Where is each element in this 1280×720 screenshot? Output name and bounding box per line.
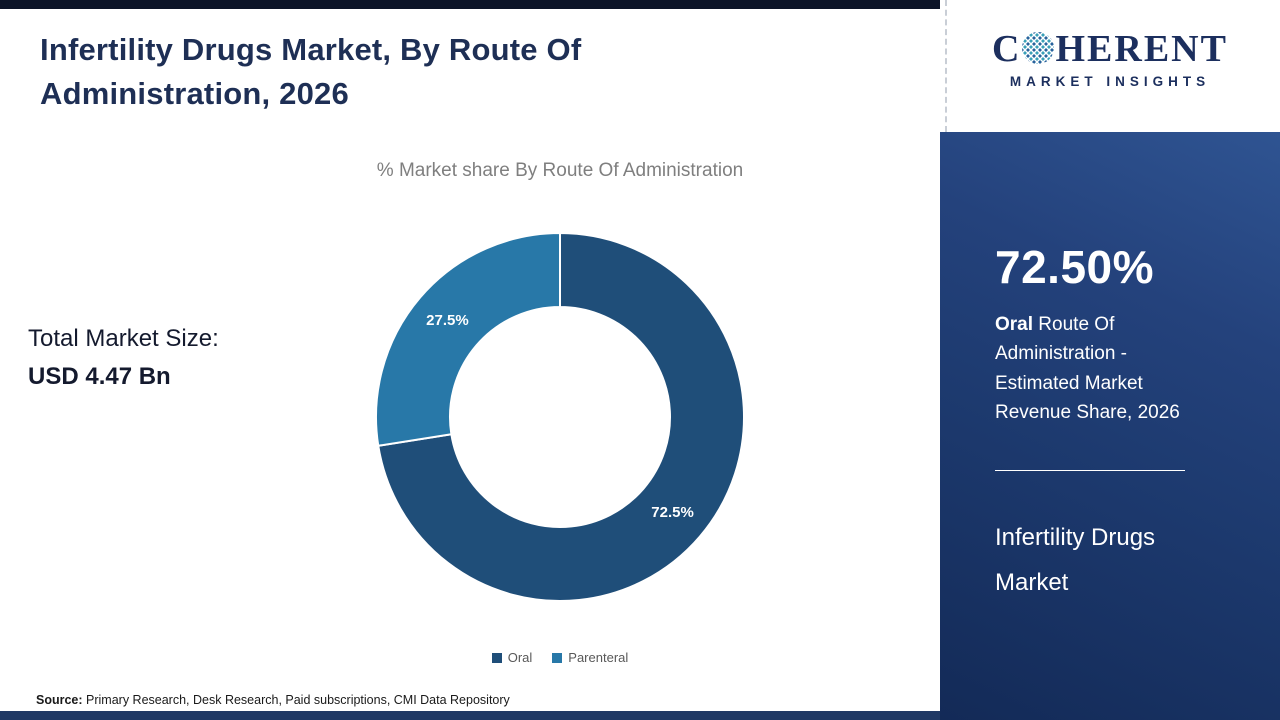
logo: C HERENT <box>940 30 1280 68</box>
logo-prefix: C <box>992 28 1022 70</box>
stat-description-bold: Oral <box>995 314 1034 335</box>
highlight-panel: 72.50% Oral Route Of Administration - Es… <box>940 132 1280 720</box>
logo-tagline: MARKET INSIGHTS <box>1009 74 1211 89</box>
total-market-size-block: Total Market Size: USD 4.47 Bn <box>28 325 219 391</box>
dashed-separator <box>945 0 947 132</box>
chart-subtitle: % Market share By Route Of Administratio… <box>376 160 744 181</box>
legend-swatch <box>491 652 502 663</box>
legend-label: Parenteral <box>568 650 629 665</box>
stat-value: 72.50% <box>995 241 1155 293</box>
top-accent-bar <box>0 0 940 9</box>
donut-segment-oral <box>377 232 745 602</box>
chart-panel: Infertility Drugs Market, By Route Of Ad… <box>0 0 940 720</box>
bottom-accent-bar <box>0 711 940 720</box>
report-title-line2: Market <box>995 569 1069 597</box>
stat-description-rest: Route Of Administration - Estimated Mark… <box>995 314 1180 424</box>
donut-segment-parenteral <box>375 232 561 447</box>
stat-description: Oral Route Of Administration - Estimated… <box>995 310 1210 428</box>
sidebar: C HERENT MARKET INSIGHTS 72.50% Oral Rout… <box>940 0 1280 720</box>
total-market-size-label: Total Market Size: <box>28 325 219 352</box>
globe-icon <box>1022 32 1055 64</box>
slice-label-oral: 72.5% <box>651 504 694 521</box>
legend-label: Oral <box>507 650 533 665</box>
source-text: Primary Research, Desk Research, Paid su… <box>82 693 510 707</box>
divider-line <box>995 469 1185 471</box>
logo-block: C HERENT MARKET INSIGHTS <box>940 0 1280 132</box>
source-label: Source: <box>36 693 83 707</box>
slice-label-parenteral: 27.5% <box>426 312 469 329</box>
legend-swatch <box>552 652 563 663</box>
legend-item-parenteral: Parenteral <box>552 650 628 665</box>
donut-chart: 72.5% 27.5% <box>375 232 745 602</box>
chart-legend: Oral Parenteral <box>372 650 748 665</box>
source-line: Source: Primary Research, Desk Research,… <box>36 693 510 707</box>
report-title: Infertility Drugs Market <box>995 515 1280 606</box>
logo-suffix: HERENT <box>1055 28 1228 70</box>
legend-item-oral: Oral <box>491 650 533 665</box>
total-market-size-value: USD 4.47 Bn <box>28 363 171 390</box>
donut-chart-wrap: 72.5% 27.5% <box>372 229 748 605</box>
report-title-line1: Infertility Drugs <box>995 523 1156 551</box>
page-title: Infertility Drugs Market, By Route Of Ad… <box>40 32 582 112</box>
